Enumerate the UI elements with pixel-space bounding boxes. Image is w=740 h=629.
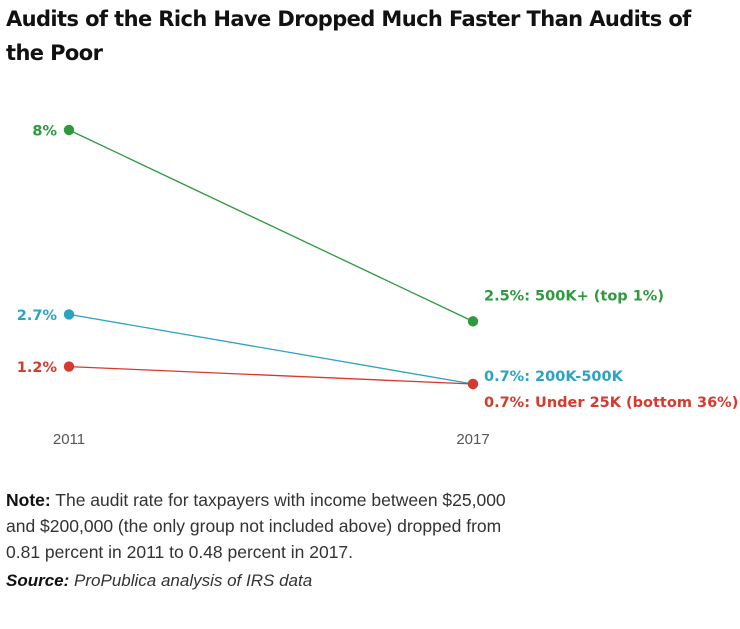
data-point-0-1 (467, 316, 479, 327)
chart-title: Audits of the Rich Have Dropped Much Fas… (6, 7, 691, 65)
source-label: Source: (6, 571, 70, 590)
start-label-2: 1.2% (17, 360, 58, 376)
end-label-0: 2.5%: 500K+ (top 1%) (484, 288, 664, 304)
footnote: Note: The audit rate for taxpayers with … (6, 487, 526, 592)
x-tick-label: 2011 (53, 431, 85, 448)
slope-chart: 2011 2017 8% 2.7% 1.2% 2.5%: 500K+ (top 1%) 0.… (17, 124, 739, 449)
source-text: ProPublica analysis of IRS data (74, 571, 313, 590)
source: Source: ProPublica analysis of IRS data (6, 570, 526, 592)
data-point-2-0 (63, 361, 75, 372)
end-label-2: 0.7%: Under 25K (bottom 36%) (484, 395, 738, 411)
start-label-0: 8% (32, 124, 57, 140)
start-label-1: 2.7% (17, 308, 58, 324)
data-point-0-0 (63, 124, 75, 136)
x-tick-label: 2017 (456, 431, 489, 448)
end-label-1: 0.7%: 200K-500K (484, 369, 624, 385)
series-line-1 (68, 313, 474, 385)
series-line-2 (68, 365, 474, 385)
note: Note: The audit rate for taxpayers with … (6, 487, 526, 565)
data-point-2-1 (467, 378, 479, 390)
data-point-1-0 (63, 309, 75, 320)
series-line-0 (68, 129, 474, 322)
note-label: Note: (6, 490, 51, 510)
note-text: The audit rate for taxpayers with income… (6, 490, 506, 562)
